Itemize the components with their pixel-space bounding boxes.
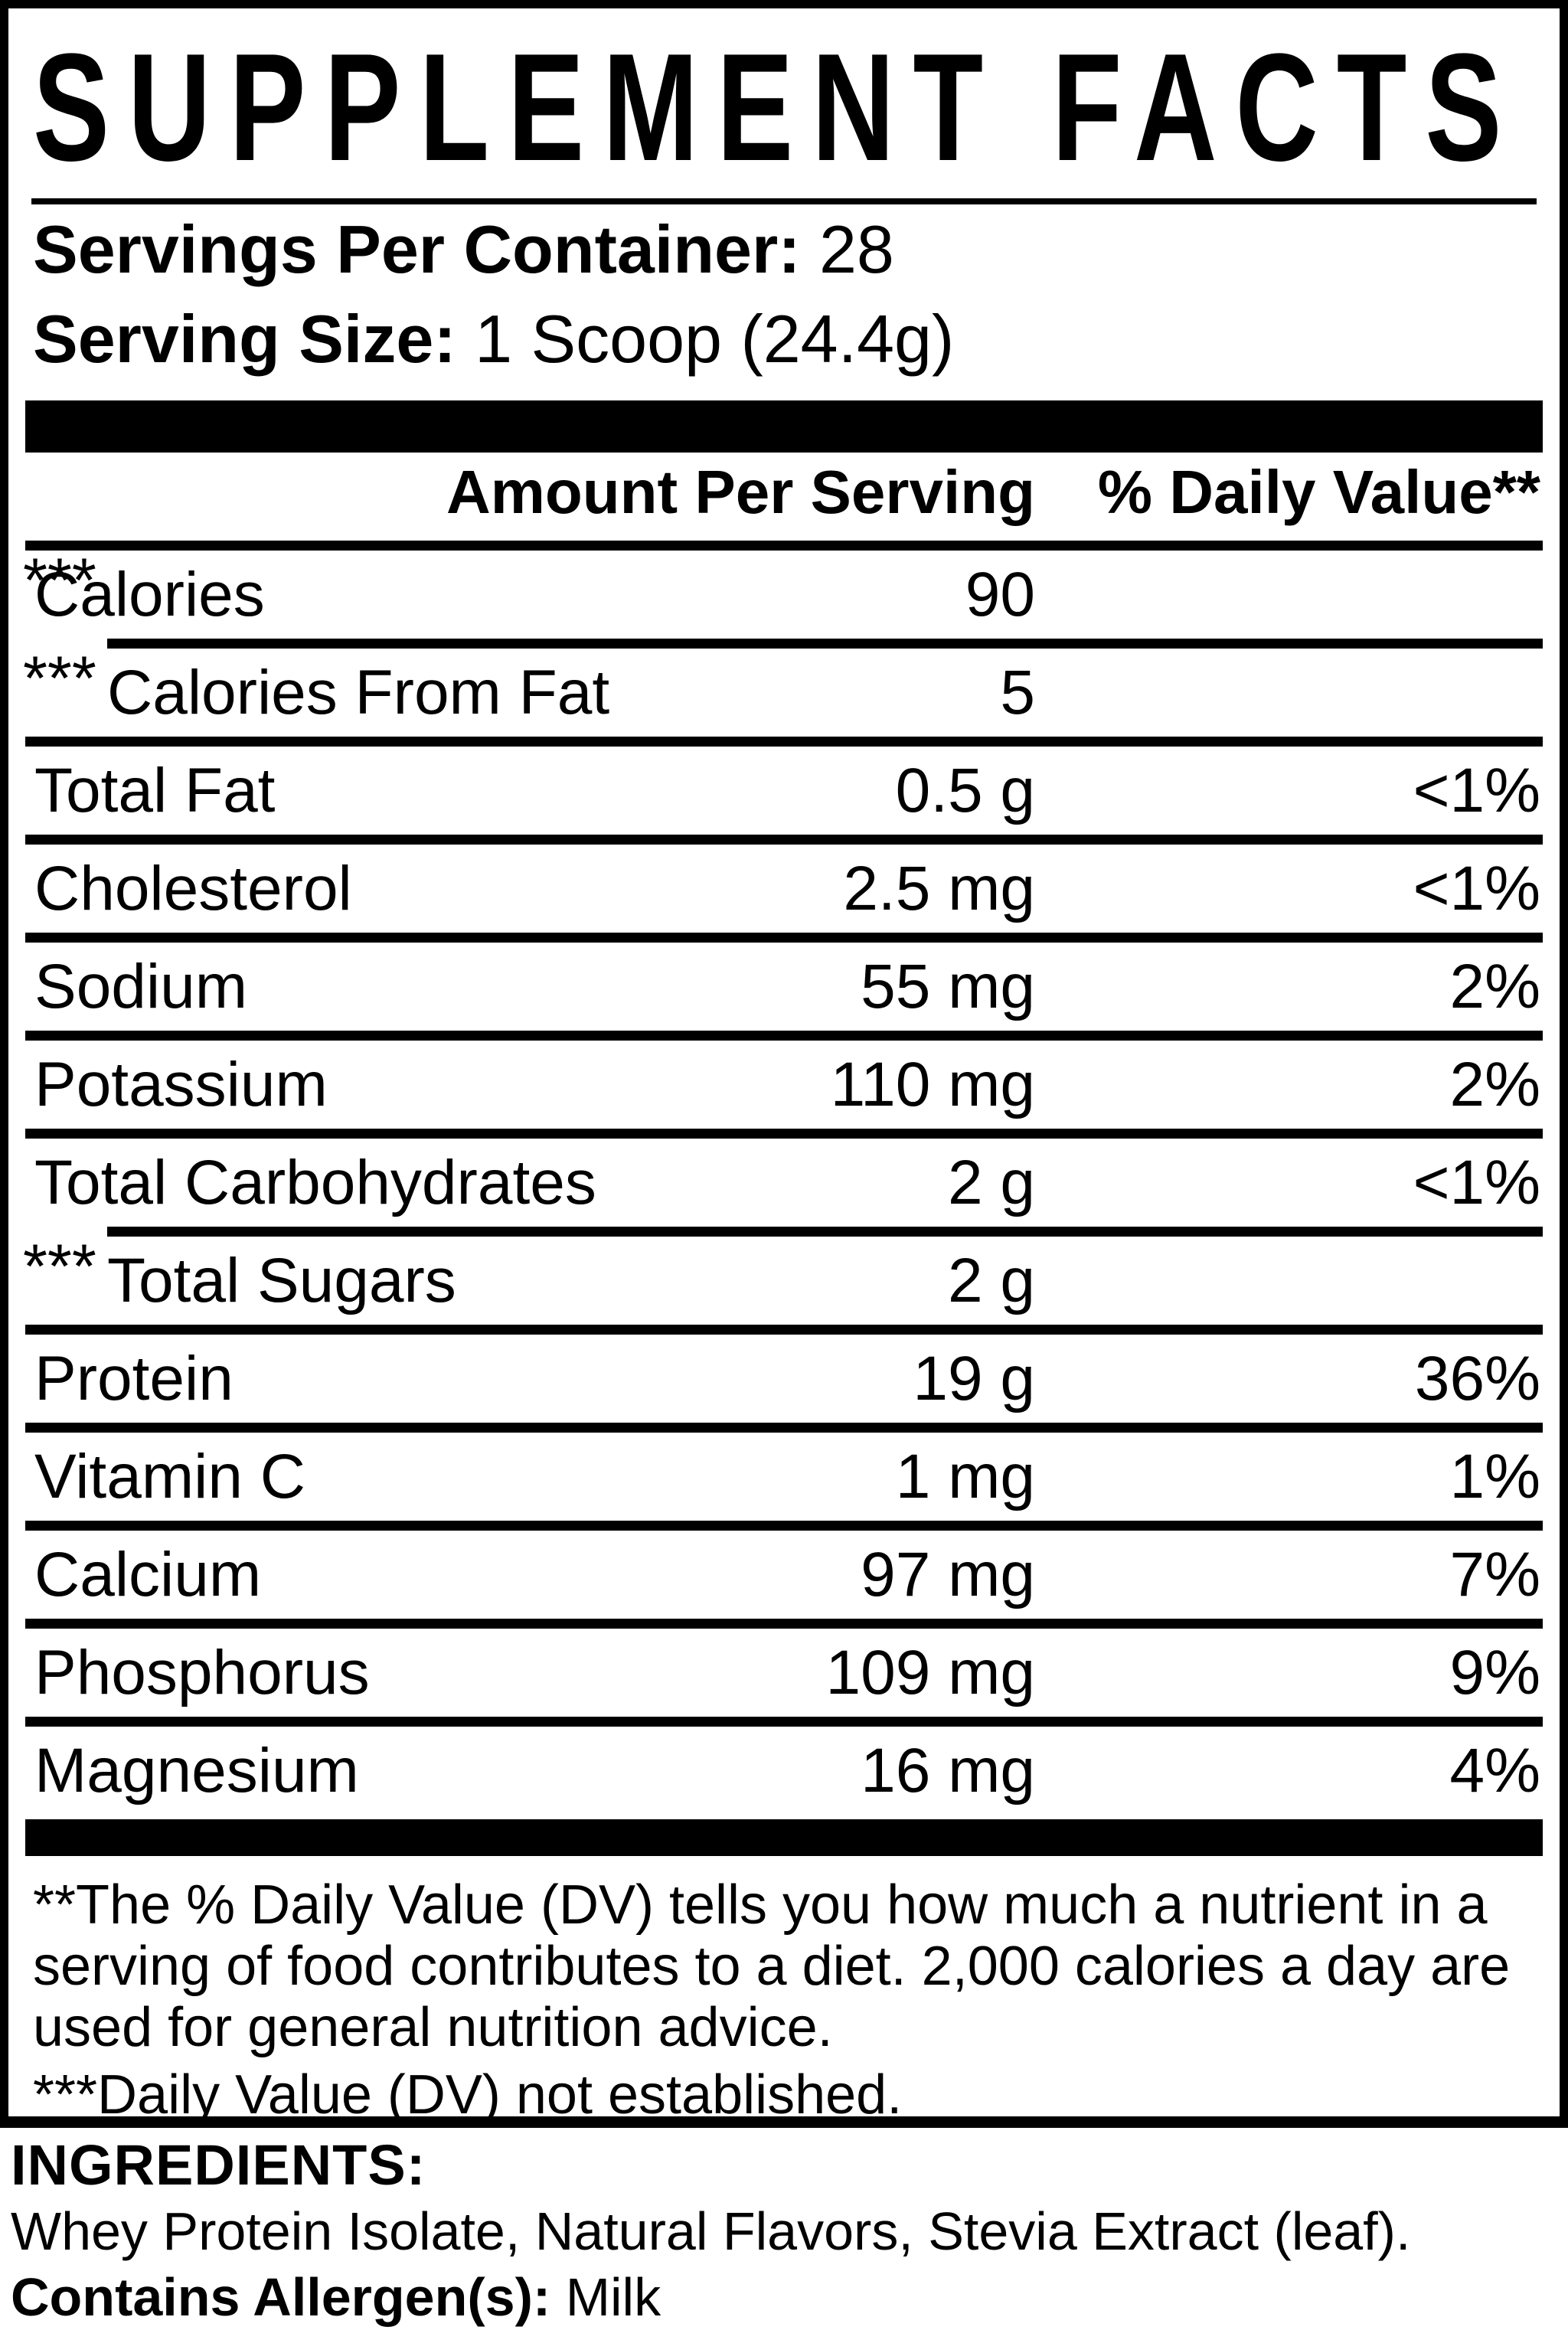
nutrient-amount: 0.5 g (895, 756, 1035, 825)
table-header-row: Amount Per Serving % Daily Value** (25, 453, 1543, 531)
nutrient-amount: 16 mg (861, 1736, 1035, 1806)
row-divider (25, 1717, 1543, 1727)
row-divider (107, 639, 1543, 649)
table-row: Calories From Fat 5 *** (23, 644, 1543, 737)
row-divider (25, 541, 1543, 551)
nutrient-name: Magnesium (34, 1736, 359, 1806)
ingredients-list: Whey Protein Isolate, Natural Flavors, S… (11, 2201, 1411, 2261)
section-bar-top (25, 400, 1543, 453)
nutrient-name: Calories (34, 560, 265, 629)
footnote-line: **The % Daily Value (DV) tells you how m… (33, 1874, 1488, 1936)
column-header-amount: Amount Per Serving (446, 458, 1035, 526)
row-divider (25, 737, 1543, 747)
nutrient-name: Calories From Fat (107, 658, 610, 727)
table-row: Protein 19 g 36% (25, 1335, 1543, 1423)
nutrient-name: Sodium (34, 952, 248, 1021)
allergen-value: Milk (565, 2267, 662, 2327)
nutrient-name: Vitamin C (34, 1442, 305, 1511)
nutrient-table: Calories 90 *** Calories From Fat 5 *** … (23, 541, 1543, 1815)
table-row: Calcium 97 mg 7% (25, 1531, 1543, 1619)
nutrient-amount: 2 g (948, 1246, 1035, 1315)
nutrient-daily-value: 2% (1449, 952, 1540, 1021)
nutrient-amount: 2 g (948, 1148, 1035, 1217)
nutrient-daily-value: <1% (1413, 1148, 1540, 1217)
nutrient-name: Phosphorus (34, 1638, 370, 1707)
serving-size-label: Serving Size: (33, 301, 456, 377)
nutrient-amount: 97 mg (861, 1540, 1035, 1609)
table-row: Total Sugars 2 g *** (23, 1232, 1543, 1325)
table-row: Total Carbohydrates 2 g <1% (25, 1139, 1543, 1227)
row-divider (25, 1619, 1543, 1629)
nutrient-name: Total Carbohydrates (34, 1148, 596, 1217)
nutrient-name: Total Sugars (107, 1246, 456, 1315)
servings-per-container: Servings Per Container: 28 (33, 204, 1543, 294)
panel-title: SUPPLEMENT FACTS (33, 22, 1521, 193)
nutrient-amount: 90 (965, 560, 1035, 629)
row-divider (25, 933, 1543, 943)
row-divider (25, 1325, 1543, 1335)
footnote-line: serving of food contributes to a diet. 2… (33, 1936, 1511, 1997)
table-row: Magnesium 16 mg 4% (25, 1727, 1543, 1815)
nutrient-amount: 1 mg (895, 1442, 1035, 1511)
nutrient-daily-value: 4% (1449, 1736, 1540, 1806)
not-established-footnote: ***Daily Value (DV) not established. (33, 2064, 903, 2126)
nutrient-amount: 2.5 mg (843, 854, 1035, 923)
allergen-label: Contains Allergen(s): (11, 2267, 551, 2327)
serving-size: Serving Size: 1 Scoop (24.4g) (33, 294, 1543, 384)
nutrient-name: Cholesterol (34, 854, 352, 923)
nutrient-amount: 55 mg (861, 952, 1035, 1021)
row-divider (25, 1129, 1543, 1139)
row-divider (25, 1521, 1543, 1531)
table-row: Cholesterol 2.5 mg <1% (25, 845, 1543, 933)
table-row: Total Fat 0.5 g <1% (25, 747, 1543, 835)
ingredients-section: INGREDIENTS: Whey Protein Isolate, Natur… (11, 2132, 1568, 2330)
nutrient-daily-value: 9% (1449, 1638, 1540, 1707)
nutrient-daily-value: 1% (1449, 1442, 1540, 1511)
row-divider (25, 835, 1543, 845)
servings-per-container-label: Servings Per Container: (33, 211, 801, 287)
table-row: Phosphorus 109 mg 9% (25, 1629, 1543, 1717)
nutrient-name: Potassium (34, 1050, 328, 1119)
nutrient-daily-value: 2% (1449, 1050, 1540, 1119)
row-divider (25, 1423, 1543, 1433)
daily-value-footnote: **The % Daily Value (DV) tells you how m… (33, 1874, 1543, 2058)
table-row: Potassium 110 mg 2% (25, 1041, 1543, 1129)
nutrient-name: Protein (34, 1344, 234, 1413)
nutrient-amount: 5 (1000, 658, 1035, 727)
row-divider (107, 1227, 1543, 1237)
row-divider (25, 1031, 1543, 1041)
section-bar-bottom (25, 1819, 1543, 1856)
nutrient-amount: 109 mg (825, 1638, 1035, 1707)
nutrient-daily-value: 7% (1449, 1540, 1540, 1609)
nutrient-amount: 19 g (913, 1344, 1035, 1413)
table-row: Vitamin C 1 mg 1% (25, 1433, 1543, 1521)
nutrient-daily-value: 36% (1414, 1344, 1540, 1413)
servings-per-container-value: 28 (818, 211, 894, 287)
nutrient-name: Calcium (34, 1540, 262, 1609)
footnote-line: used for general nutrition advice. (33, 1997, 833, 2058)
title-divider (31, 198, 1537, 204)
nutrient-amount: 110 mg (830, 1050, 1035, 1119)
allergen-line: Contains Allergen(s): Milk (11, 2264, 1568, 2330)
nutrient-daily-value: *** (23, 546, 96, 616)
serving-size-value: 1 Scoop (24.4g) (475, 301, 955, 377)
table-row: Sodium 55 mg 2% (25, 943, 1543, 1031)
nutrient-daily-value: <1% (1413, 854, 1540, 923)
supplement-facts-panel: SUPPLEMENT FACTS Servings Per Container:… (0, 0, 1568, 2128)
nutrient-name: Total Fat (34, 756, 276, 825)
column-header-daily-value: % Daily Value** (1097, 458, 1540, 526)
table-row: Calories 90 *** (23, 546, 1543, 639)
nutrient-daily-value: <1% (1413, 756, 1540, 825)
nutrient-daily-value: *** (23, 644, 96, 714)
nutrient-daily-value: *** (23, 1232, 96, 1302)
ingredients-heading: INGREDIENTS: (11, 2133, 426, 2197)
